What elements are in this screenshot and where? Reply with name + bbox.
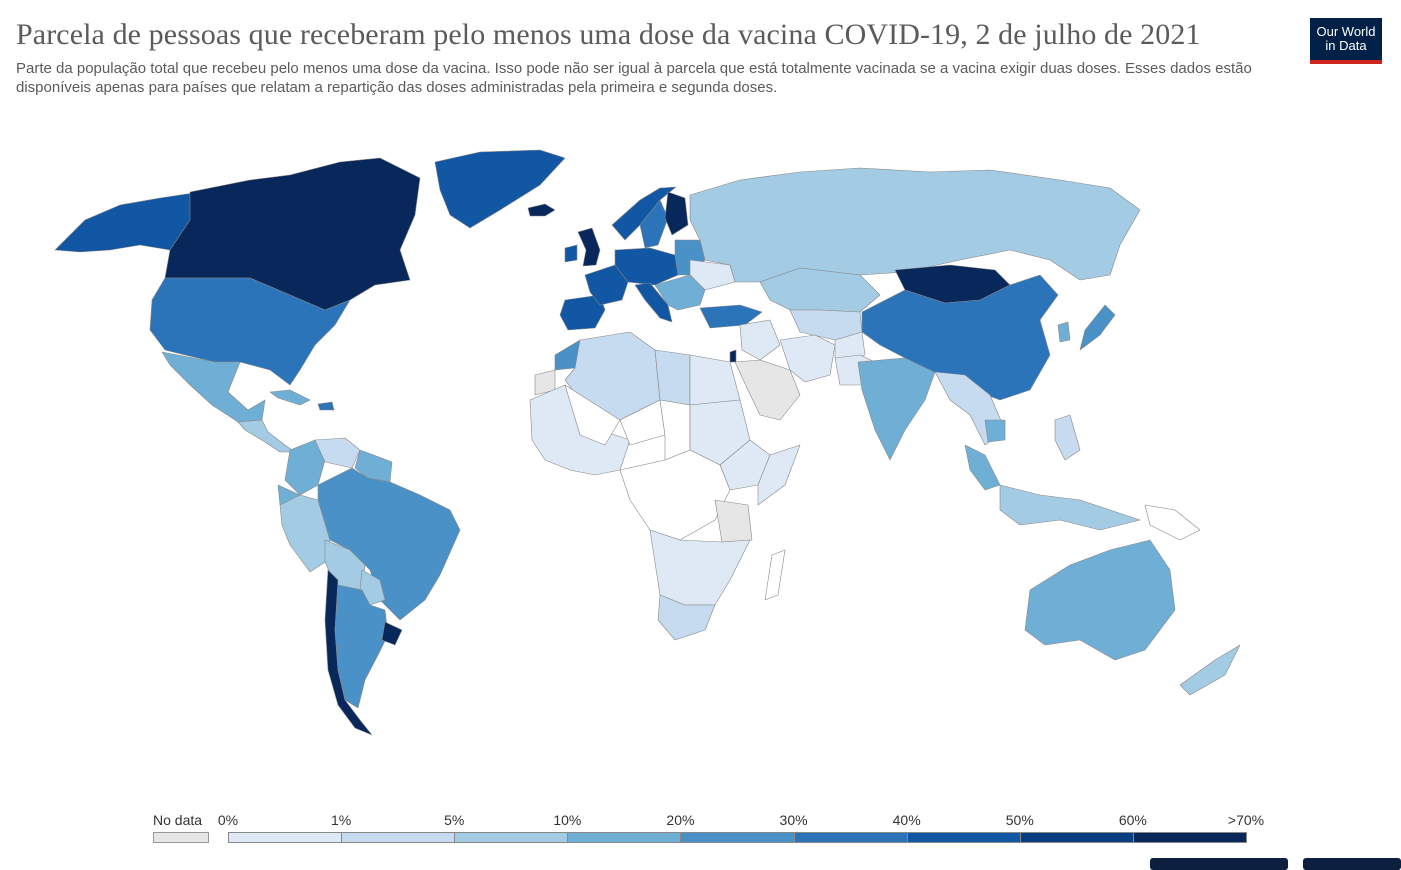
map-region[interactable]: [1079, 304, 1116, 351]
map-region[interactable]: [334, 584, 389, 709]
legend-tick-label: 10%: [553, 812, 582, 828]
map-region[interactable]: [1179, 644, 1241, 696]
legend-bin[interactable]: [228, 832, 343, 843]
map-region[interactable]: [527, 203, 556, 217]
bottom-button-right[interactable]: [1303, 858, 1401, 870]
legend-no-data-label: No data: [153, 812, 203, 828]
map-region[interactable]: [861, 274, 1059, 401]
map-region[interactable]: [639, 199, 669, 249]
legend-bin[interactable]: [341, 832, 456, 843]
map-region[interactable]: [734, 359, 801, 421]
map-region[interactable]: [619, 449, 731, 541]
map-region[interactable]: [1024, 539, 1176, 661]
map-region[interactable]: [237, 419, 296, 453]
legend-tick-label: 40%: [892, 812, 921, 828]
map-region[interactable]: [149, 277, 351, 386]
map-region[interactable]: [649, 529, 751, 606]
logo-line-1: Our World: [1316, 24, 1376, 39]
map-region[interactable]: [714, 499, 753, 543]
chart-title: Parcela de pessoas que receberam pelo me…: [16, 18, 1201, 51]
map-region[interactable]: [964, 444, 1001, 491]
map-region[interactable]: [779, 334, 836, 383]
map-region[interactable]: [689, 354, 741, 406]
map-region[interactable]: [577, 227, 601, 267]
map-region[interactable]: [689, 167, 1141, 283]
legend-tick-label: 60%: [1118, 812, 1147, 828]
map-region[interactable]: [659, 399, 691, 461]
legend-tick-label: 20%: [666, 812, 695, 828]
map-region[interactable]: [359, 569, 386, 606]
map-region[interactable]: [1144, 504, 1201, 541]
map-region[interactable]: [269, 389, 311, 406]
map-region[interactable]: [654, 274, 706, 311]
legend-tick-label: 30%: [779, 812, 808, 828]
world-map: [54, 149, 1241, 736]
map-region[interactable]: [739, 319, 781, 361]
map-region[interactable]: [434, 149, 566, 229]
legend-bin[interactable]: [906, 832, 1021, 843]
legend-tick-label: 1%: [330, 812, 352, 828]
legend-bin[interactable]: [680, 832, 795, 843]
logo-line-2: in Data: [1325, 38, 1367, 53]
map-region[interactable]: [314, 437, 361, 469]
map-region[interactable]: [664, 191, 689, 236]
map-region[interactable]: [984, 419, 1006, 443]
map-region[interactable]: [657, 594, 716, 641]
map-region[interactable]: [764, 549, 786, 601]
bottom-button-left[interactable]: [1150, 858, 1288, 870]
legend-tick-label: 0%: [217, 812, 239, 828]
legend-bin[interactable]: [454, 832, 569, 843]
map-region[interactable]: [1057, 321, 1071, 343]
map-region[interactable]: [729, 349, 737, 363]
chart-subtitle: Parte da população total que recebeu pel…: [16, 60, 1252, 96]
map-region[interactable]: [161, 351, 266, 423]
map-region[interactable]: [317, 401, 335, 411]
map-region[interactable]: [317, 467, 461, 621]
map-region[interactable]: [564, 384, 621, 446]
color-legend: No data 0% 1% 5% 10% 20% 30% 40% 50% 60% >70%: [150, 808, 1270, 848]
legend-bin[interactable]: [793, 832, 908, 843]
map-region[interactable]: [999, 484, 1141, 531]
map-region[interactable]: [564, 244, 578, 263]
map-region[interactable]: [757, 444, 801, 506]
owid-logo[interactable]: Our World in Data: [1310, 18, 1382, 64]
map-region[interactable]: [614, 247, 679, 286]
legend-bin[interactable]: [1019, 832, 1134, 843]
map-region[interactable]: [654, 349, 691, 406]
legend-tick-label: 5%: [444, 812, 465, 828]
map-region[interactable]: [857, 357, 936, 461]
map-region[interactable]: [634, 282, 673, 323]
legend-bin[interactable]: [567, 832, 682, 843]
map-region[interactable]: [1054, 414, 1081, 461]
legend-bin[interactable]: [1132, 832, 1247, 843]
legend-no-data-swatch: [153, 832, 209, 843]
legend-tick-label: 50%: [1005, 812, 1034, 828]
map-region[interactable]: [689, 259, 736, 291]
map-region[interactable]: [381, 621, 403, 646]
map-region[interactable]: [699, 304, 763, 329]
legend-tick-label: >70%: [1227, 812, 1265, 828]
